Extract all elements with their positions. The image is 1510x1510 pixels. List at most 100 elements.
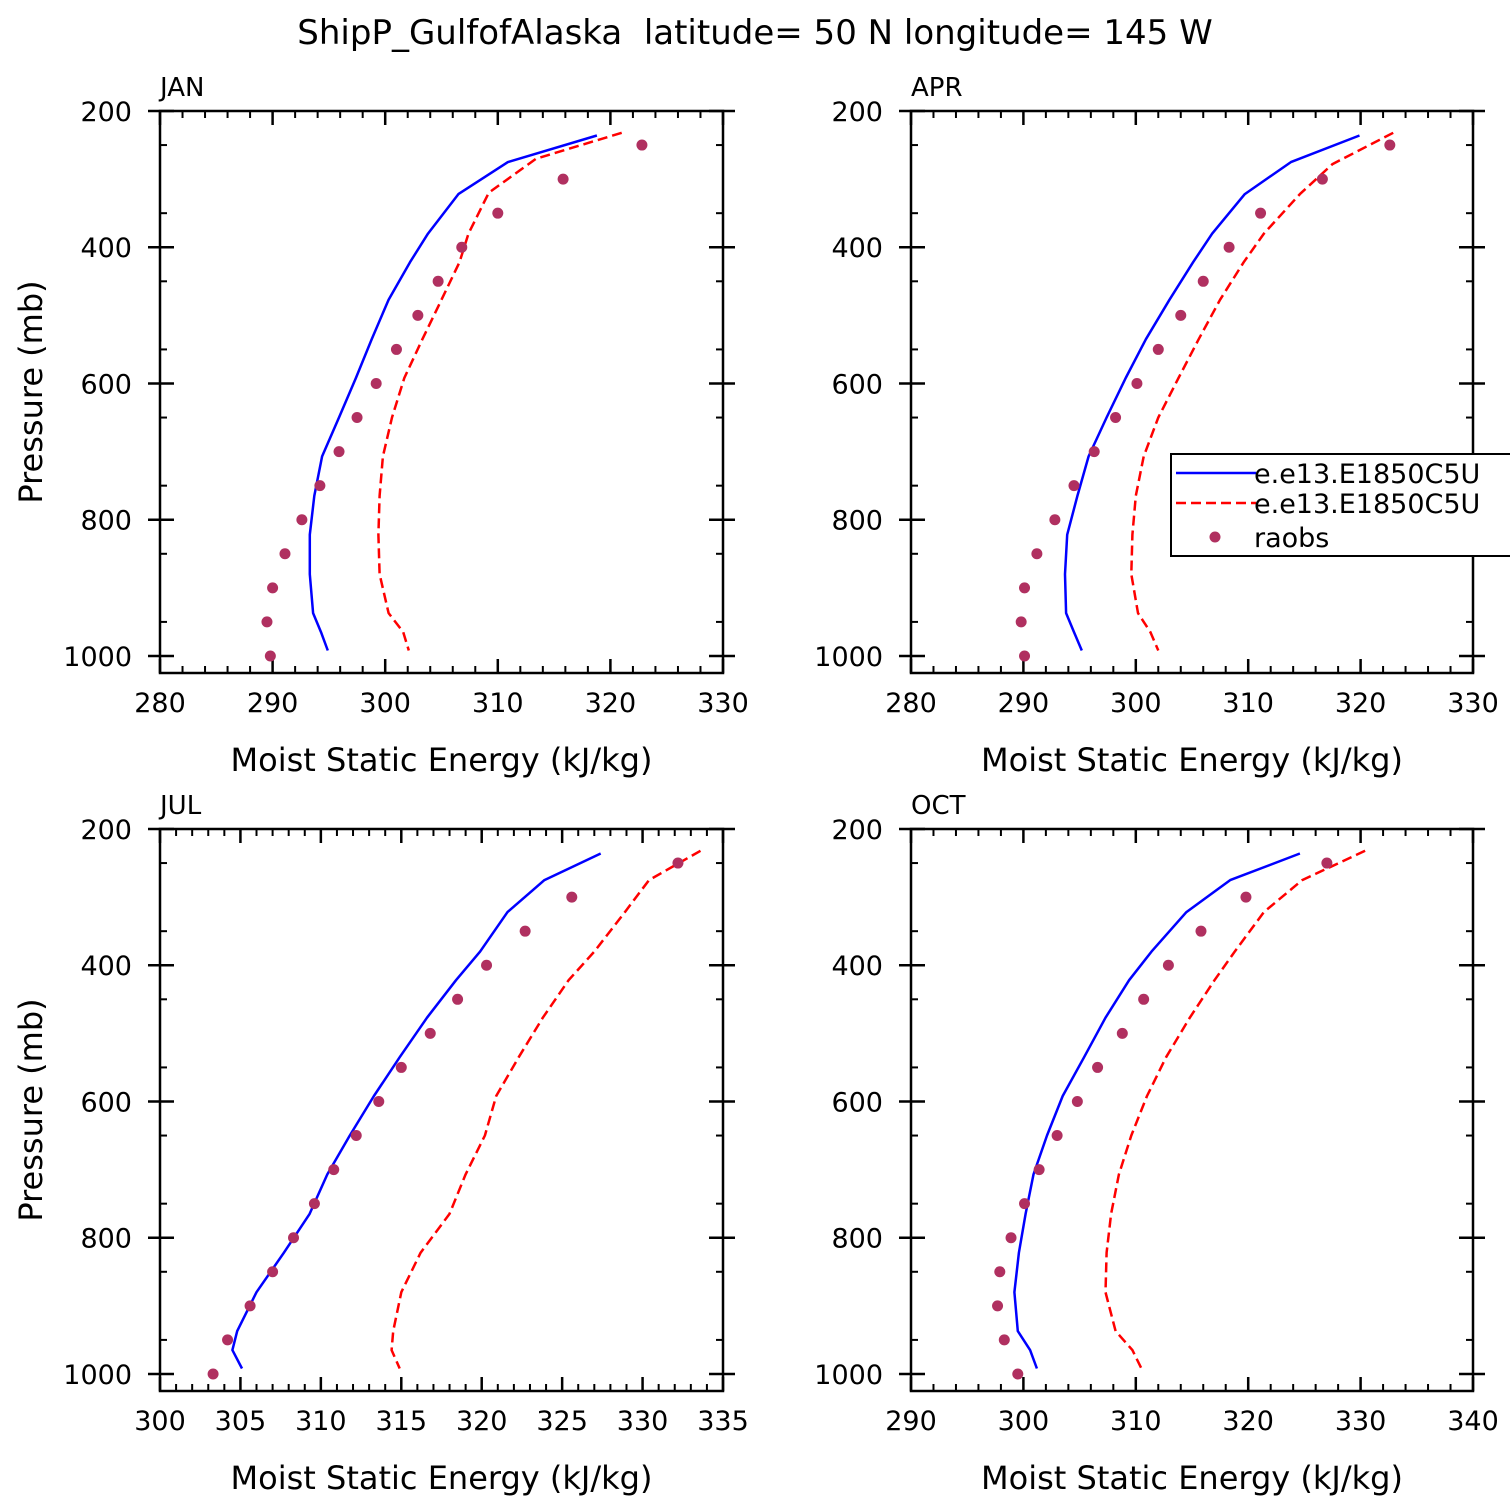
raobs-point bbox=[1019, 582, 1031, 594]
raobs-point bbox=[1005, 1232, 1017, 1244]
y-tick-label: 800 bbox=[831, 1224, 883, 1255]
x-axis-label: Moist Static Energy (kJ/kg) bbox=[231, 1459, 653, 1497]
x-tick-label: 300 bbox=[998, 1406, 1050, 1437]
y-tick-label: 400 bbox=[831, 233, 883, 264]
raobs-point bbox=[1131, 377, 1143, 389]
raobs-point bbox=[1152, 343, 1164, 355]
x-tick-label: 310 bbox=[1222, 688, 1274, 719]
raobs-point bbox=[1019, 650, 1031, 662]
x-tick-label: 300 bbox=[134, 1406, 186, 1437]
raobs-point bbox=[1019, 1198, 1031, 1210]
raobs-point bbox=[1240, 891, 1252, 903]
raobs-point bbox=[412, 309, 424, 321]
y-axis-label: Pressure (mb) bbox=[12, 998, 50, 1221]
raobs-point bbox=[1255, 207, 1267, 219]
raobs-point bbox=[1138, 993, 1150, 1005]
x-axis-label: Moist Static Energy (kJ/kg) bbox=[231, 741, 653, 779]
raobs-point bbox=[1223, 241, 1235, 253]
raobs-point bbox=[424, 1027, 436, 1039]
raobs-point bbox=[288, 1232, 300, 1244]
raobs-point bbox=[267, 582, 279, 594]
raobs-point bbox=[1049, 514, 1061, 526]
raobs-point bbox=[636, 139, 648, 151]
raobs-point bbox=[279, 548, 291, 560]
raobs-point bbox=[1068, 480, 1080, 492]
y-tick-label: 600 bbox=[80, 1087, 132, 1118]
x-tick-label: 305 bbox=[215, 1406, 267, 1437]
raobs-point bbox=[1033, 1164, 1045, 1176]
raobs-point bbox=[998, 1334, 1010, 1346]
x-tick-label: 325 bbox=[536, 1406, 588, 1437]
data-layer bbox=[1015, 131, 1396, 662]
raobs-point bbox=[992, 1300, 1004, 1312]
x-tick-label: 300 bbox=[1110, 688, 1162, 719]
raobs-point bbox=[456, 241, 468, 253]
x-axis-label: Moist Static Energy (kJ/kg) bbox=[981, 1459, 1403, 1497]
legend-label: e.e13.E1850C5U bbox=[1254, 489, 1480, 520]
raobs-point bbox=[264, 650, 276, 662]
data-layer bbox=[992, 849, 1366, 1380]
x-tick-label: 290 bbox=[885, 1406, 937, 1437]
y-tick-label: 400 bbox=[831, 951, 883, 982]
raobs-point bbox=[481, 959, 493, 971]
x-tick-label: 310 bbox=[295, 1406, 347, 1437]
x-tick-label: 290 bbox=[247, 688, 299, 719]
plot-frame bbox=[158, 827, 725, 1393]
series-solid-line bbox=[231, 852, 602, 1370]
raobs-point bbox=[328, 1164, 340, 1176]
y-tick-label: 400 bbox=[80, 951, 132, 982]
raobs-point bbox=[1088, 446, 1100, 458]
y-tick-label: 200 bbox=[80, 97, 132, 128]
raobs-point bbox=[296, 514, 308, 526]
x-tick-label: 290 bbox=[998, 688, 1050, 719]
raobs-point bbox=[244, 1300, 256, 1312]
raobs-point bbox=[1071, 1095, 1083, 1107]
x-axis-label: Moist Static Energy (kJ/kg) bbox=[981, 741, 1403, 779]
panel-oct: 290 300 310 320 330 340 200 400 600 800 1000 OCT Moi… bbox=[814, 791, 1498, 1497]
y-tick-label: 1000 bbox=[63, 642, 132, 673]
raobs-point bbox=[519, 925, 531, 937]
x-tick-label: 330 bbox=[1447, 688, 1499, 719]
raobs-point bbox=[1197, 275, 1209, 287]
x-tick-label: 340 bbox=[1447, 1406, 1499, 1437]
series-solid-line bbox=[308, 134, 598, 651]
series-dashed-line bbox=[1104, 849, 1366, 1370]
panel-label: OCT bbox=[911, 791, 966, 821]
series-dashed-line bbox=[1130, 131, 1394, 651]
raobs-point bbox=[1321, 857, 1333, 869]
x-tick-label: 320 bbox=[1222, 1406, 1274, 1437]
raobs-point bbox=[432, 275, 444, 287]
panel-label: JUL bbox=[158, 791, 202, 821]
data-layer bbox=[261, 131, 648, 662]
raobs-point bbox=[672, 857, 684, 869]
raobs-point bbox=[222, 1334, 234, 1346]
x-tick-label: 310 bbox=[1110, 1406, 1162, 1437]
y-tick-label: 400 bbox=[80, 233, 132, 264]
raobs-point bbox=[566, 891, 578, 903]
x-tick-label: 280 bbox=[885, 688, 937, 719]
x-tick-label: 330 bbox=[697, 688, 749, 719]
x-tick-label: 310 bbox=[472, 688, 524, 719]
legend-marker bbox=[1209, 531, 1221, 543]
y-tick-label: 800 bbox=[831, 506, 883, 537]
raobs-point bbox=[390, 343, 402, 355]
raobs-point bbox=[557, 173, 569, 185]
panel-label: APR bbox=[911, 73, 963, 103]
raobs-point bbox=[1110, 412, 1122, 424]
data-layer bbox=[207, 849, 702, 1380]
y-tick-label: 800 bbox=[80, 506, 132, 537]
panels: 280 290 300 310 320 330 200 400 600 800 1000 JAN Moi… bbox=[12, 73, 1510, 1497]
raobs-point bbox=[314, 480, 326, 492]
legend-label: e.e13.E1850C5U bbox=[1254, 459, 1480, 490]
raobs-point bbox=[1384, 139, 1396, 151]
raobs-point bbox=[1316, 173, 1328, 185]
raobs-point bbox=[1012, 1368, 1024, 1380]
plot-frame bbox=[158, 109, 725, 675]
raobs-point bbox=[308, 1198, 320, 1210]
raobs-point bbox=[1031, 548, 1043, 560]
x-tick-label: 330 bbox=[617, 1406, 669, 1437]
raobs-point bbox=[267, 1266, 279, 1278]
raobs-point bbox=[1051, 1130, 1063, 1142]
